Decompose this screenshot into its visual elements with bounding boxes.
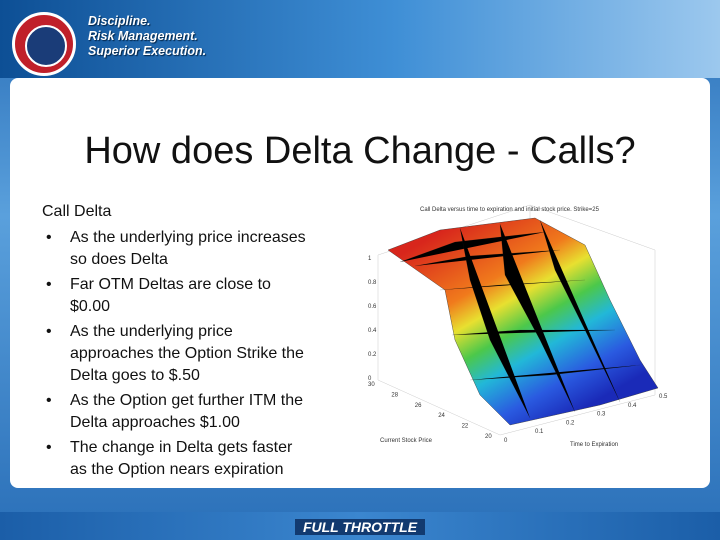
bullet-list: As the underlying price increases so doe… bbox=[42, 227, 312, 484]
y-tick-label: 0.2 bbox=[566, 420, 575, 426]
z-tick-label: 0.4 bbox=[368, 328, 377, 334]
y-tick-label: 0.1 bbox=[535, 429, 544, 435]
z-tick-label: 0 bbox=[368, 376, 372, 382]
x-tick-label: 26 bbox=[415, 403, 422, 409]
y-tick-label: 0.5 bbox=[659, 394, 668, 400]
bullet: As the Option get further ITM the Delta … bbox=[42, 390, 312, 434]
footer-brand: FULL THROTTLE bbox=[295, 519, 425, 535]
tagline-line: Superior Execution. bbox=[88, 44, 207, 58]
y-tick-label: 0 bbox=[504, 438, 508, 444]
axis-label: Time to Expiration bbox=[570, 442, 618, 448]
bullet: Far OTM Deltas are close to $0.00 bbox=[42, 274, 312, 318]
tagline-line: Discipline. bbox=[88, 14, 151, 28]
surface bbox=[387, 217, 659, 426]
z-tick-label: 1 bbox=[368, 256, 372, 262]
z-tick-label: 0.2 bbox=[368, 352, 377, 358]
bullet: As the underlying price approaches the O… bbox=[42, 321, 312, 387]
heading: Call Delta bbox=[42, 203, 112, 220]
x-tick-label: 30 bbox=[368, 382, 375, 388]
tagline: Discipline. Risk Management. Superior Ex… bbox=[88, 14, 206, 59]
x-tick-label: 28 bbox=[391, 392, 398, 398]
y-tick-label: 0.4 bbox=[628, 403, 637, 409]
z-tick-label: 0.8 bbox=[368, 280, 377, 286]
z-tick-label: 0.6 bbox=[368, 304, 377, 310]
x-tick-label: 24 bbox=[438, 413, 445, 419]
header-band: Discipline. Risk Management. Superior Ex… bbox=[0, 0, 720, 78]
x-tick-label: 20 bbox=[485, 434, 492, 440]
slide-title: How does Delta Change - Calls? bbox=[84, 130, 636, 172]
bullet: As the underlying price increases so doe… bbox=[42, 227, 312, 271]
bullet: The change in Delta gets faster as the O… bbox=[42, 437, 312, 481]
y-tick-label: 0.3 bbox=[597, 412, 606, 418]
logo bbox=[12, 12, 76, 76]
x-tick-label: 22 bbox=[462, 424, 469, 430]
axis-label: Current Stock Price bbox=[380, 438, 433, 444]
tagline-line: Risk Management. bbox=[88, 29, 198, 43]
figure-title: Call Delta versus time to expiration and… bbox=[420, 207, 600, 213]
